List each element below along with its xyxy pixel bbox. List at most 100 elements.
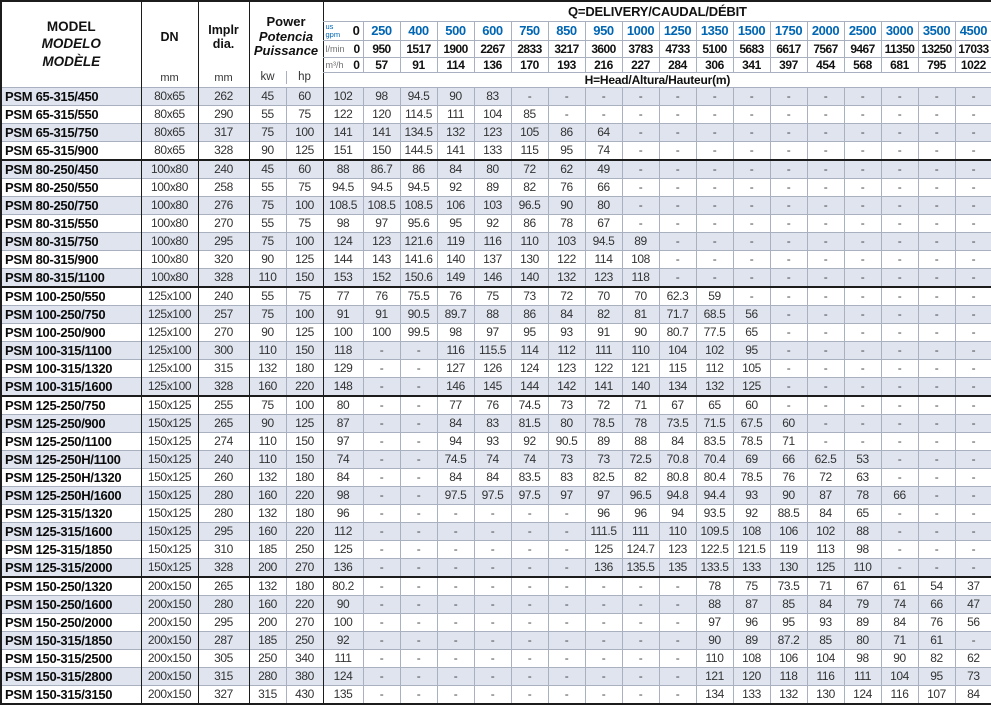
head-cell: - [510, 612, 549, 631]
head-cell: - [806, 285, 845, 305]
head-cell: - [954, 521, 991, 540]
head-cell: 90 [695, 630, 734, 649]
head-cell: 98 [322, 485, 364, 504]
lmin-value: 13250 [917, 40, 956, 58]
head-cell: 77 [322, 285, 364, 305]
head-cell: 90 [880, 648, 919, 667]
head-cell: - [917, 304, 956, 323]
hp-cell: 125 [285, 249, 324, 268]
head-cell: - [917, 104, 956, 123]
hp-cell: 250 [285, 630, 324, 649]
head-cell: - [621, 195, 660, 214]
pump-row: PSM 100-250/550 125x100 240 55 75 77 76 75.5 76 7… [1, 285, 991, 305]
kw-cell: 160 [248, 594, 286, 613]
head-cell: - [954, 285, 991, 305]
dn-cell: 100x80 [140, 195, 198, 214]
head-cell: - [658, 249, 697, 268]
m3h-value: 57 [362, 57, 401, 73]
m3h-zero-value: 0 [353, 57, 360, 72]
hp-cell: 380 [285, 666, 324, 685]
hp-cell: 100 [285, 394, 324, 414]
model-cell: PSM 125-315/1600 [1, 521, 141, 540]
head-cell: 88 [473, 304, 512, 323]
pump-row: PSM 80-315/550 100x80 270 55 75 98 97 95.6 95 92 8… [1, 213, 991, 232]
head-cell: - [658, 86, 697, 105]
head-cell: 71.5 [695, 413, 734, 432]
head-cell: 90.5 [547, 431, 586, 450]
head-cell: - [806, 304, 845, 323]
impeller-cell: 328 [197, 267, 249, 287]
head-cell: 141.6 [399, 249, 438, 268]
impeller-cell: 240 [197, 285, 249, 305]
head-cell: 71 [880, 630, 919, 649]
impeller-cell: 274 [197, 431, 249, 450]
head-cell: 86 [547, 122, 586, 141]
head-cell: - [954, 140, 991, 160]
flow-row-lmin: l/min 0 950 1517 1900 2267 2833 3217 3600 3783 4… [1, 40, 991, 58]
head-cell: 84 [806, 594, 845, 613]
head-cell: 137 [473, 249, 512, 268]
lmin-unit-cell: l/min 0 [322, 40, 364, 58]
pump-row: PSM 125-250/1100 150x125 274 110 150 97- -94 93… [1, 431, 991, 450]
model-cell: PSM 100-315/1100 [1, 340, 141, 359]
m3h-value: 216 [584, 57, 623, 73]
head-cell: 113 [806, 539, 845, 558]
dn-cell: 100x80 [140, 231, 198, 250]
usgpm-value: 1500 [732, 21, 771, 41]
head-cell: 153 [322, 267, 364, 287]
usgpm-value: 3500 [917, 21, 956, 41]
head-cell: - [658, 267, 697, 287]
head-cell: 80.7 [658, 322, 697, 341]
head-cell: - [362, 666, 401, 685]
lmin-value: 5100 [695, 40, 734, 58]
head-cell: 97 [473, 322, 512, 341]
pump-row: PSM 125-315/1600 150x125 295 160 220 112- - - - -… [1, 521, 991, 540]
impeller-cell: 280 [197, 485, 249, 504]
m3h-value: 136 [473, 57, 512, 73]
impeller-cell: 265 [197, 575, 249, 595]
head-cell: - [769, 249, 808, 268]
head-cell: 89 [732, 630, 771, 649]
head-cell: 116 [880, 684, 919, 704]
model-cell: PSM 65-315/450 [1, 86, 141, 105]
head-cell: 146 [436, 376, 475, 396]
head-cell: 71 [621, 394, 660, 414]
head-cell: - [510, 503, 549, 522]
head-cell: 95 [436, 213, 475, 232]
kw-cell: 132 [248, 503, 286, 522]
head-cell: 111 [843, 666, 882, 685]
head-cell: 75 [473, 285, 512, 305]
head-cell: - [954, 467, 991, 486]
head-cell: 112 [547, 340, 586, 359]
kw-cell: 90 [248, 249, 286, 268]
head-cell: 104 [473, 104, 512, 123]
head-cell: - [806, 177, 845, 196]
head-cell: - [399, 413, 438, 432]
head-cell: - [880, 449, 919, 468]
dn-cell: 200x150 [140, 648, 198, 667]
head-cell: - [954, 304, 991, 323]
head-title-unit: (m) [712, 72, 731, 87]
pump-row: PSM 125-250H/1320 150x125 260 132 180 84- -84 8… [1, 467, 991, 486]
m3h-value: 170 [510, 57, 549, 73]
kw-cell: 160 [248, 521, 286, 540]
head-cell: 71 [806, 575, 845, 595]
model-cell: PSM 100-250/900 [1, 322, 141, 341]
head-cell: 83 [547, 467, 586, 486]
head-cell: 100 [322, 612, 364, 631]
impeller-cell: 317 [197, 122, 249, 141]
lmin-zero-value: 0 [353, 41, 360, 56]
head-cell: 83.5 [510, 467, 549, 486]
head-cell: 74 [510, 449, 549, 468]
dn-unit-mm: mm [160, 71, 179, 84]
head-cell: - [769, 177, 808, 196]
head-cell: 96.5 [510, 195, 549, 214]
head-cell: 94.5 [322, 177, 364, 196]
impeller-cell: 276 [197, 195, 249, 214]
head-cell: 115 [658, 358, 697, 377]
model-cell: PSM 100-250/550 [1, 285, 141, 305]
head-cell: - [362, 648, 401, 667]
head-cell: 84 [547, 304, 586, 323]
head-cell: 37 [954, 575, 991, 595]
head-cell: 111 [584, 340, 623, 359]
